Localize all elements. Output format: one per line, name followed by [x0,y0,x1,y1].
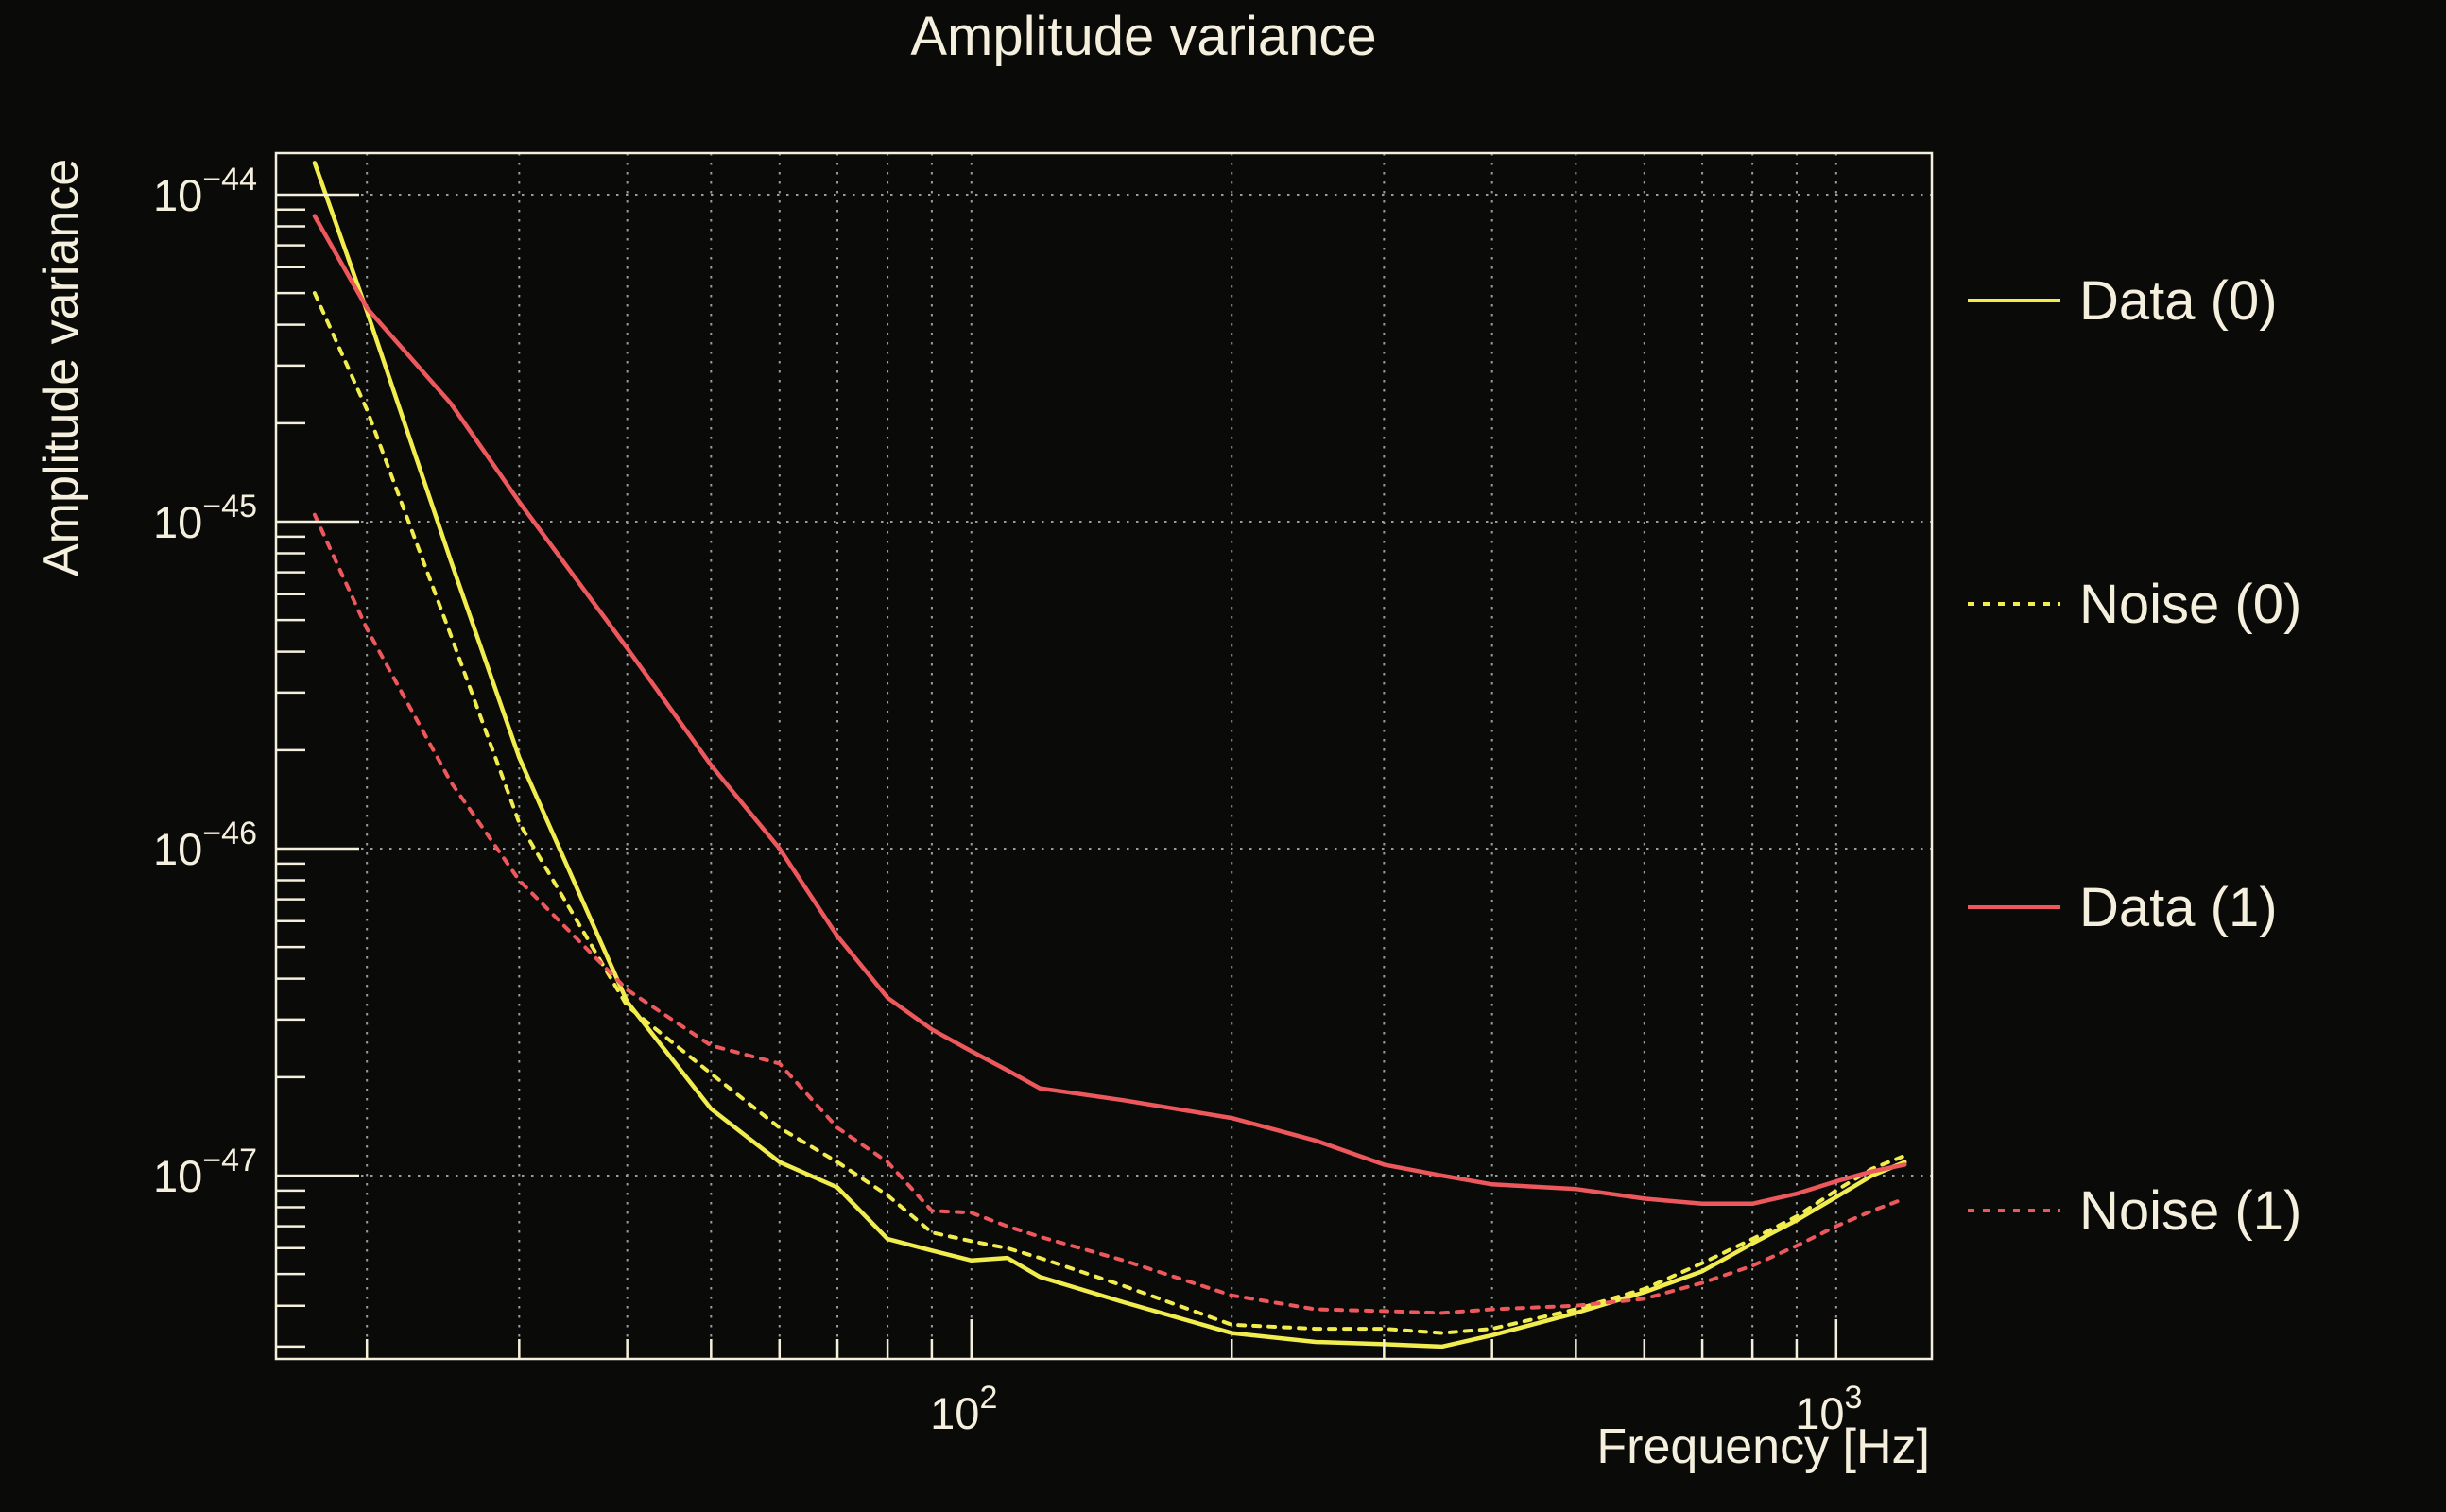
y-tick-label: 10−44 [153,162,257,220]
legend-item: Noise (1) [1968,1180,2301,1242]
frame-border [274,151,1934,1361]
y-tick-label: 10−45 [153,489,257,547]
y-axis-title: Amplitude variance [34,159,89,576]
curve-data-0 [312,161,1907,1349]
legend-item: Data (0) [1968,270,2278,332]
curves [312,161,1907,1349]
legend: Data (0) Noise (0) Data (1) Noise (1) [1968,270,2301,1242]
curve-data-1 [312,214,1907,1207]
legend-label: Noise (1) [2079,1180,2301,1242]
y-tick-label: 10−46 [153,816,257,874]
x-tick-label: 103 [1795,1380,1862,1438]
curve-noise-0 [312,291,1907,1335]
legend-label: Data (1) [2079,877,2278,938]
legend-item: Noise (0) [1968,574,2301,635]
x-tick-label: 102 [930,1380,997,1438]
legend-item: Data (1) [1968,877,2278,938]
y-tick-label: 10−47 [153,1143,257,1201]
grid [276,153,1932,1359]
chart-title: Amplitude variance [910,6,1376,67]
legend-label: Noise (0) [2079,574,2301,635]
legend-label: Data (0) [2079,270,2278,332]
plot-frame [274,151,1934,1361]
curve-noise-1 [312,512,1907,1315]
x-axis-title: Frequency [Hz] [1596,1419,1930,1474]
tick-labels: 10−44 10−45 10−46 10−47 102 103 [153,162,1862,1438]
